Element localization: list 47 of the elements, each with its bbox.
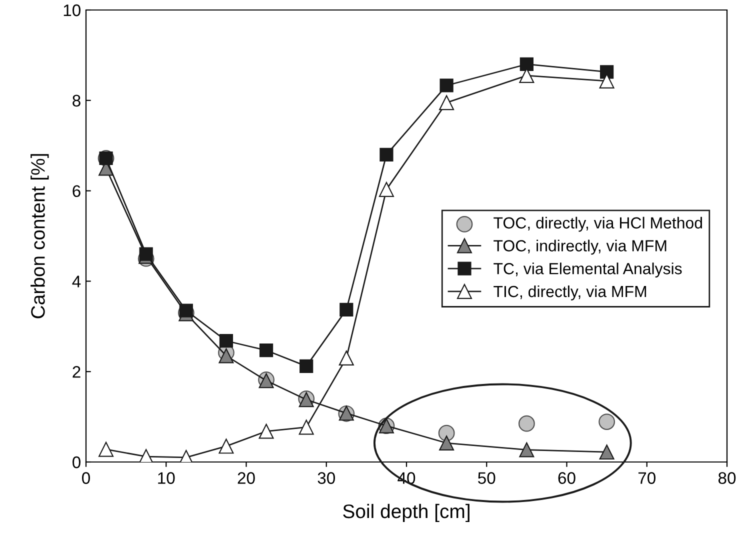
point: [439, 436, 454, 451]
x-tick-label: 20: [238, 472, 255, 484]
legend-label: TC, via Elemental Analysis: [494, 262, 682, 278]
point: [338, 350, 354, 366]
y-tick-label: 10: [64, 4, 80, 16]
legend-label: TIC, directly, via MFM: [494, 285, 646, 300]
point: [218, 438, 234, 454]
y-tick-label: 6: [72, 185, 80, 198]
x-tick-label: 60: [558, 472, 576, 484]
x-tick-label: 30: [318, 472, 335, 484]
x-tick-label: 70: [638, 472, 656, 484]
point: [439, 95, 454, 110]
point: [138, 449, 154, 462]
point: [98, 442, 114, 457]
x-tick-label: 80: [718, 472, 736, 484]
point: [298, 420, 314, 435]
point: [218, 348, 234, 364]
point: [139, 247, 153, 261]
point: [258, 424, 274, 439]
point: [599, 444, 614, 460]
point: [519, 442, 534, 458]
y-tick-label: 4: [72, 276, 81, 288]
point: [179, 304, 193, 318]
x-axis-title: Soil depth [cm]: [343, 504, 470, 522]
point: [440, 78, 454, 92]
point: [380, 148, 394, 162]
point: [600, 65, 614, 79]
point: [598, 414, 616, 430]
point: [599, 73, 614, 88]
legend-label: TOC, directly, via HCl Method: [494, 216, 702, 232]
point: [519, 68, 534, 84]
point: [518, 415, 535, 432]
y-tick-label: 0: [72, 456, 80, 468]
legend-label: TOC, indirectly, via MFM: [494, 240, 666, 255]
x-tick-label: 10: [158, 472, 175, 484]
y-tick-label: 8: [72, 94, 80, 107]
x-tick-label: 0: [82, 472, 90, 484]
point: [438, 424, 455, 442]
point: [520, 57, 534, 72]
x-tick-label: 50: [478, 472, 496, 484]
point: [300, 359, 314, 373]
y-axis-title: Carbon content [%]: [30, 154, 49, 318]
point: [340, 302, 354, 316]
y-tick-label: 2: [72, 366, 80, 378]
point: [219, 334, 234, 348]
point: [259, 344, 274, 358]
point: [378, 182, 394, 197]
